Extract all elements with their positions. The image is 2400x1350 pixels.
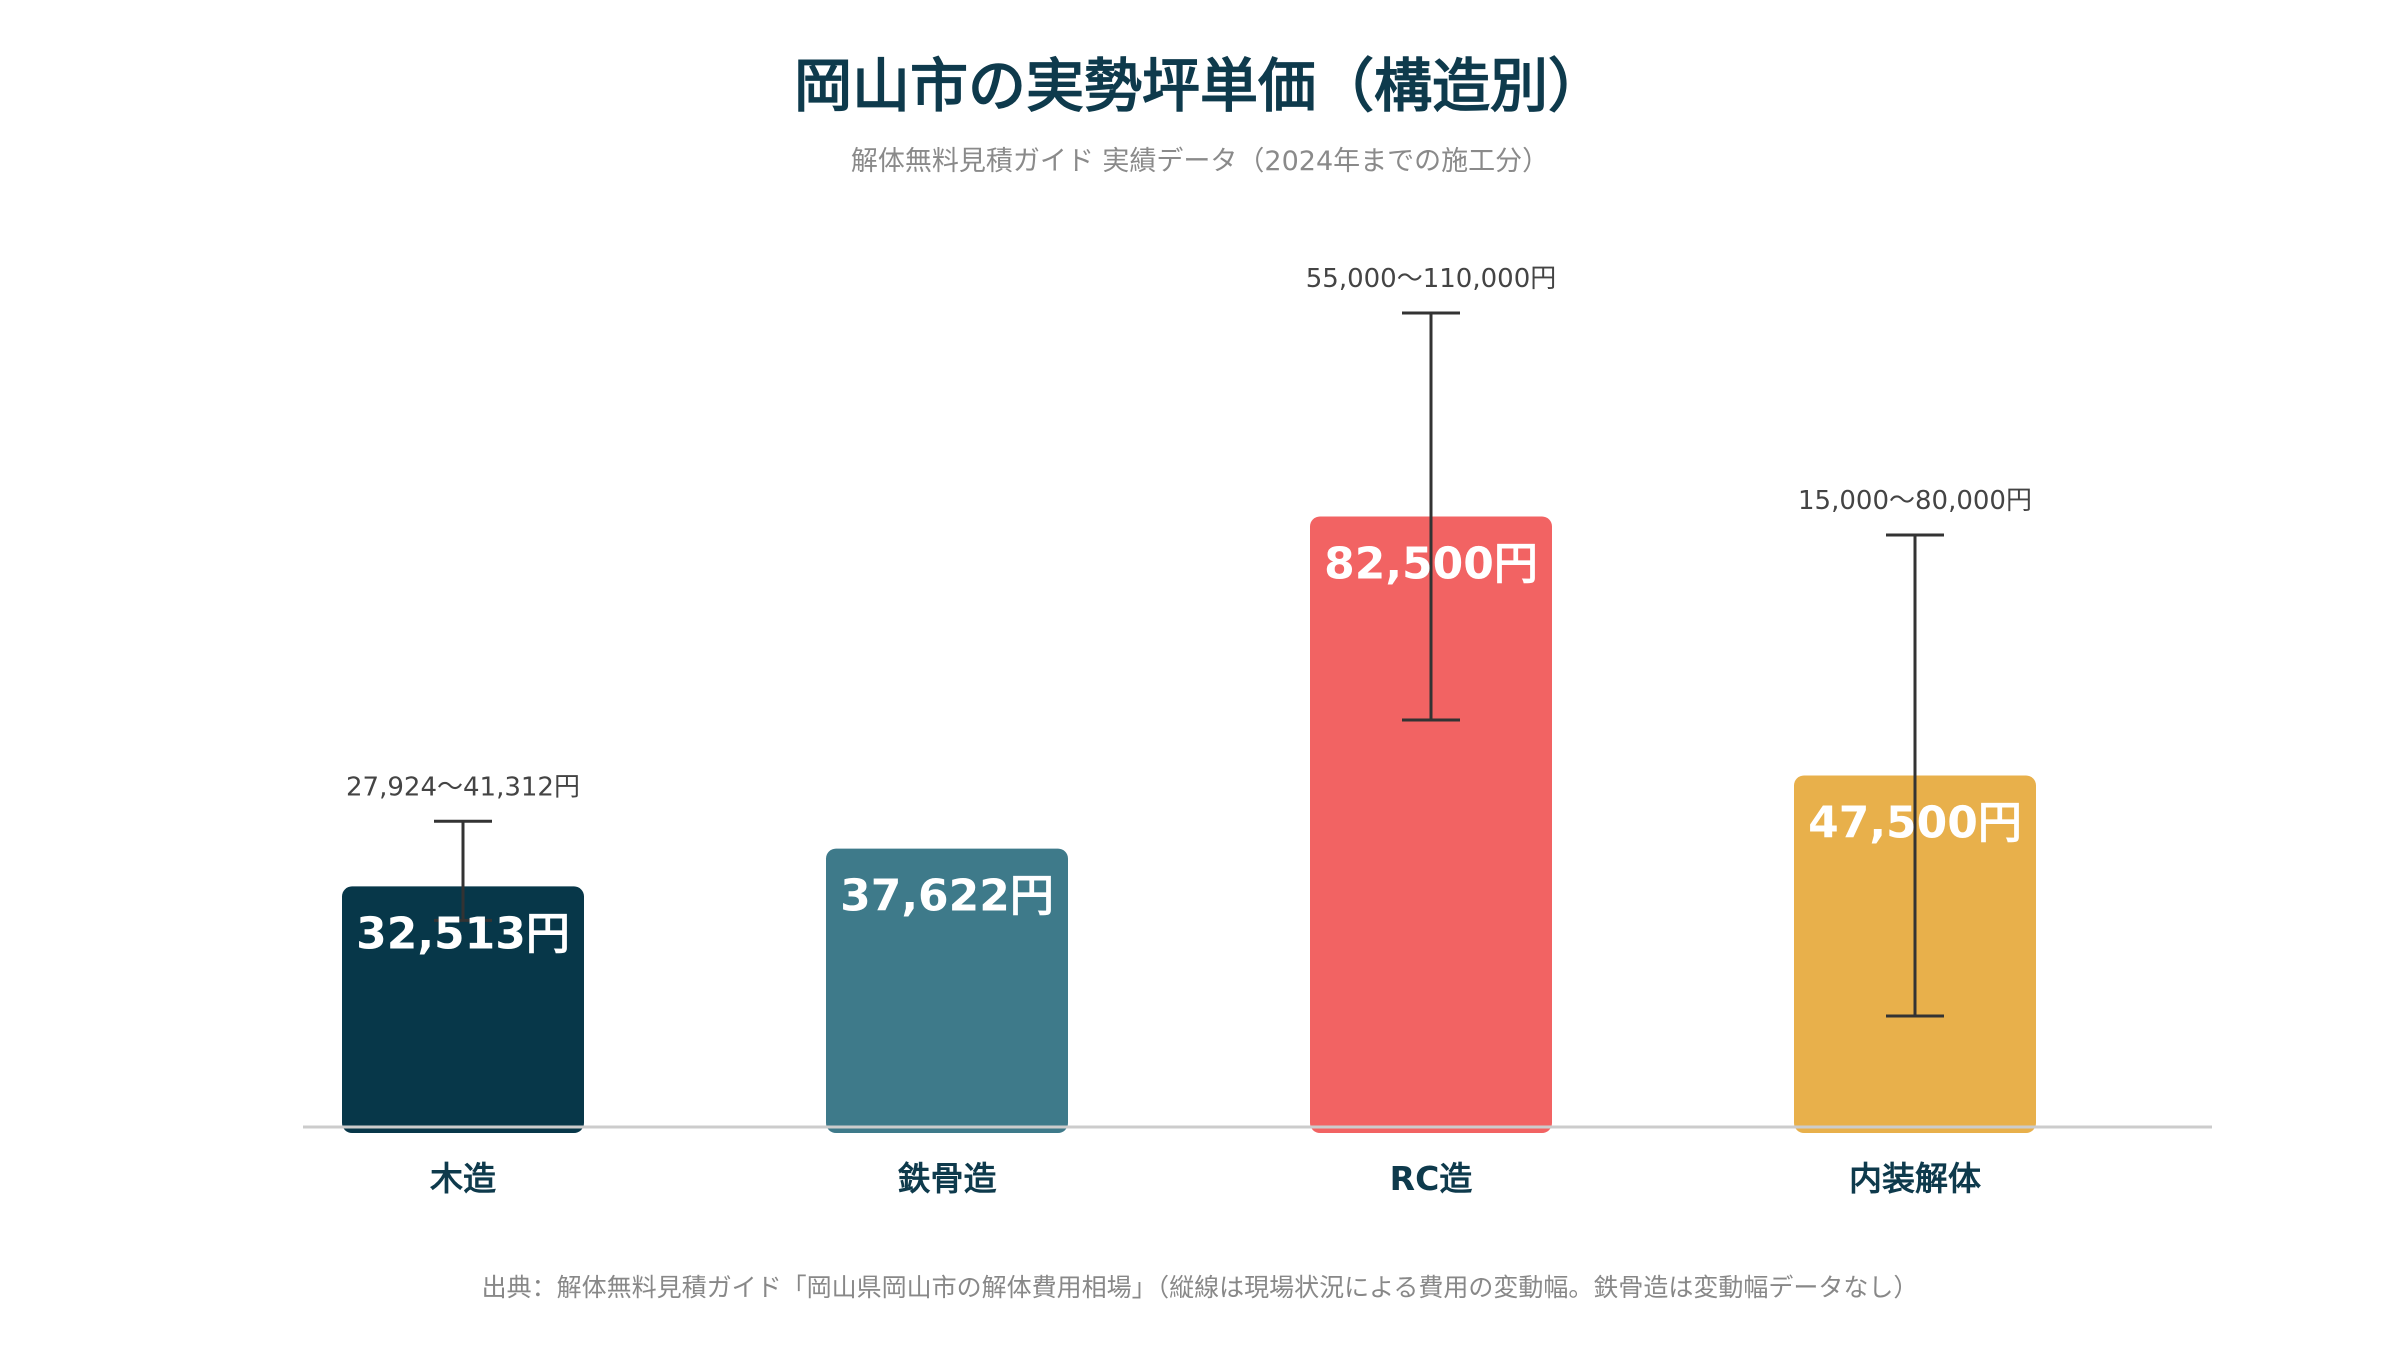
error-bars-layer <box>434 311 1944 1018</box>
range-label: 15,000〜80,000円 <box>1798 486 2032 516</box>
bar <box>1310 516 1552 1133</box>
value-label: 37,622円 <box>840 871 1054 922</box>
chart-title: 岡山市の実勢坪単価（構造別） <box>794 52 1606 120</box>
range-label: 27,924〜41,312円 <box>346 772 580 802</box>
range-label: 55,000〜110,000円 <box>1306 264 1557 294</box>
value-label: 32,513円 <box>356 908 570 959</box>
category-label: 木造 <box>429 1159 496 1198</box>
category-label: 鉄骨造 <box>898 1159 997 1198</box>
chart-subtitle: 解体無料見積ガイド 実績データ（2024年までの施工分） <box>851 146 1549 177</box>
value-label: 82,500円 <box>1324 539 1538 590</box>
bar <box>826 848 1068 1133</box>
value-label: 47,500円 <box>1808 798 2022 849</box>
category-label: 内装解体 <box>1849 1159 1981 1198</box>
category-label: RC造 <box>1390 1159 1473 1198</box>
bar <box>342 886 584 1133</box>
bars-layer <box>342 516 2036 1133</box>
source-note: 出典：解体無料見積ガイド「岡山県岡山市の解体費用相場」（縦線は現場状況による費用… <box>482 1273 1919 1302</box>
